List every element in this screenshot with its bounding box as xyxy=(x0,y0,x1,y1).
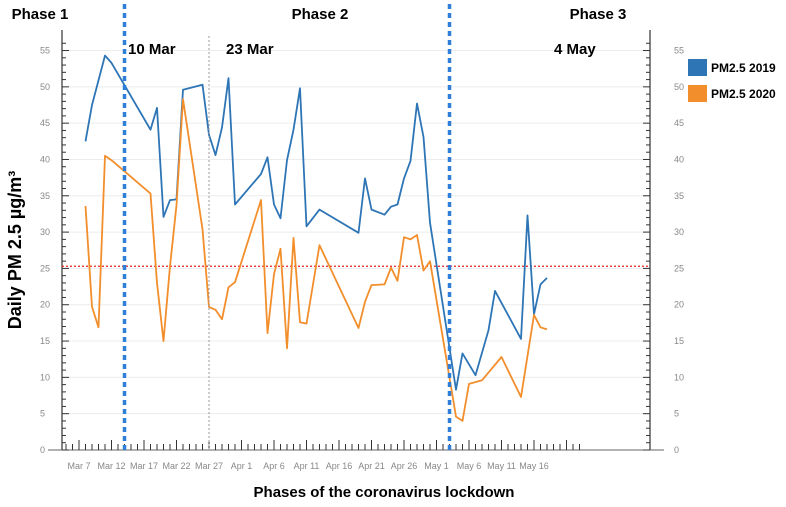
legend-label: PM2.5 2020 xyxy=(711,87,776,101)
x-tick-label: May 6 xyxy=(457,461,482,471)
y-tick-label-right: 15 xyxy=(674,336,684,346)
y-tick-label-left: 0 xyxy=(40,445,45,455)
series-line-2019 xyxy=(84,54,548,391)
y-tick-label-left: 45 xyxy=(40,118,50,128)
axes xyxy=(48,30,664,451)
x-tick-label: May 11 xyxy=(487,461,516,471)
date-label: 23 Mar xyxy=(226,41,274,58)
y-tick-label-left: 25 xyxy=(40,263,50,273)
x-tick-label: Mar 22 xyxy=(162,461,190,471)
x-tick-label: May 16 xyxy=(519,461,549,471)
y-tick-label-right: 55 xyxy=(674,46,684,56)
y-tick-label-right: 20 xyxy=(674,300,684,310)
date-label: 10 Mar xyxy=(128,41,176,58)
phase-label: Phase 3 xyxy=(570,6,627,23)
x-axis-title: Phases of the coronavirus lockdown xyxy=(254,484,515,501)
x-tick-label: Apr 6 xyxy=(263,461,285,471)
x-tick-label: Apr 26 xyxy=(391,461,418,471)
y-tick-label-left: 40 xyxy=(40,154,50,164)
phase-label: Phase 1 xyxy=(12,6,69,23)
y-tick-label-left: 35 xyxy=(40,191,50,201)
x-tick-label: May 1 xyxy=(424,461,449,471)
gridlines xyxy=(62,50,650,451)
y-tick-label-right: 30 xyxy=(674,227,684,237)
x-tick-label: Apr 1 xyxy=(231,461,253,471)
legend-label: PM2.5 2019 xyxy=(711,61,776,75)
series-line-2020 xyxy=(84,98,548,422)
y-tick-label-left: 55 xyxy=(40,46,50,56)
phase-dividers xyxy=(122,4,452,452)
x-tick-label: Apr 16 xyxy=(326,461,353,471)
y-tick-label-right: 35 xyxy=(674,191,684,201)
y-tick-label-right: 0 xyxy=(674,445,679,455)
phase-label: Phase 2 xyxy=(292,6,349,23)
y-tick-label-right: 50 xyxy=(674,82,684,92)
x-tick-label: Apr 11 xyxy=(294,461,320,471)
chart-labels: Phase 1 Phase 2 Phase 3 10 Mar 23 Mar 4 May Ph… xyxy=(5,6,626,501)
x-tick-label: Mar 7 xyxy=(67,461,90,471)
y-tick-label-left: 5 xyxy=(40,409,45,419)
y-tick-label-right: 10 xyxy=(674,372,684,382)
y-tick-label-left: 10 xyxy=(40,372,50,382)
y-tick-label-left: 30 xyxy=(40,227,50,237)
legend: PM2.5 2019 PM2.5 2020 xyxy=(688,59,776,102)
x-tick-label: Mar 27 xyxy=(195,461,223,471)
y-tick-label-right: 40 xyxy=(674,154,684,164)
x-tick-label: Apr 21 xyxy=(358,461,385,471)
legend-swatch xyxy=(688,59,707,76)
y-tick-label-right: 5 xyxy=(674,409,679,419)
date-label: 4 May xyxy=(554,41,596,58)
x-tick-label: Mar 12 xyxy=(97,461,125,471)
y-tick-label-left: 50 xyxy=(40,82,50,92)
y-tick-label-left: 15 xyxy=(40,336,50,346)
y-axis-title: Daily PM 2.5 µg/m³ xyxy=(5,171,25,329)
legend-swatch xyxy=(688,85,707,102)
y-tick-label-right: 45 xyxy=(674,118,684,128)
x-tick-label: Mar 17 xyxy=(130,461,158,471)
series-lines xyxy=(84,54,548,422)
y-tick-label-left: 20 xyxy=(40,300,50,310)
y-tick-label-right: 25 xyxy=(674,263,684,273)
